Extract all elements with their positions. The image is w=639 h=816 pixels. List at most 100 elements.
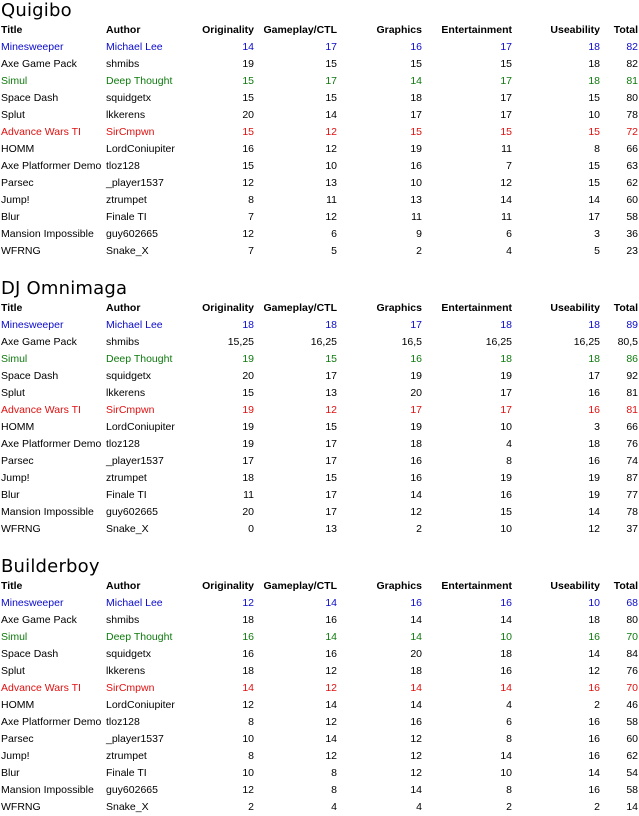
originality-cell: 12 [242,699,254,711]
title-cell: Jump! [1,472,30,484]
originality-cell: 20 [242,370,254,382]
author-cell: Michael Lee [106,41,163,53]
title-cell: Axe Game Pack [1,336,77,348]
gameplay-cell: 15 [325,353,337,365]
entertainment-cell: 12 [500,177,512,189]
title-cell: Jump! [1,750,30,762]
originality-cell: 12 [242,597,254,609]
total-cell: 14 [626,801,638,813]
total-cell: 87 [626,472,638,484]
column-header-originality: Originality [202,24,254,36]
originality-cell: 18 [242,614,254,626]
originality-cell: 14 [242,682,254,694]
title-cell: Simul [1,353,28,365]
useability-cell: 16 [588,733,600,745]
originality-cell: 15 [242,160,254,172]
entertainment-cell: 7 [506,160,512,172]
entertainment-cell: 17 [500,75,512,87]
total-cell: 77 [626,489,638,501]
title-cell: Mansion Impossible [1,228,94,240]
table-row: Parsec _player1537 12 13 10 12 15 62 [0,175,639,192]
useability-cell: 2 [594,699,600,711]
total-cell: 60 [626,733,638,745]
useability-cell: 18 [588,614,600,626]
total-cell: 58 [626,784,638,796]
title-cell: WFRNG [1,801,41,813]
author-cell: _player1537 [106,733,164,745]
graphics-cell: 16 [410,716,422,728]
gameplay-cell: 14 [325,699,337,711]
originality-cell: 18 [242,665,254,677]
title-cell: Parsec [1,455,34,467]
graphics-cell: 11 [411,211,422,223]
table-row: HOMM LordConiupiter 12 14 14 4 2 46 [0,697,639,714]
useability-cell: 5 [594,245,600,257]
author-cell: LordConiupiter [106,699,175,711]
title-cell: Parsec [1,733,34,745]
graphics-cell: 19 [410,370,422,382]
entertainment-cell: 14 [500,682,512,694]
title-cell: Advance Wars TI [1,126,81,138]
total-cell: 78 [626,109,638,121]
useability-cell: 18 [588,75,600,87]
table-row: Simul Deep Thought 15 17 14 17 18 81 [0,73,639,90]
entertainment-cell: 2 [506,801,512,813]
author-cell: Deep Thought [106,631,173,643]
gameplay-cell: 13 [325,523,337,535]
title-cell: Splut [1,665,25,677]
gameplay-cell: 13 [325,177,337,189]
column-header-originality: Originality [202,580,254,592]
useability-cell: 3 [594,228,600,240]
column-header-useability: Useability [550,580,600,592]
total-cell: 36 [626,228,638,240]
column-header-total: Total [613,580,638,592]
gameplay-cell: 12 [325,126,337,138]
graphics-cell: 17 [410,109,422,121]
table-row: Axe Game Pack shmibs 19 15 15 15 18 82 [0,56,639,73]
table-row: Minesweeper Michael Lee 12 14 16 16 10 68 [0,595,639,612]
graphics-cell: 14 [410,784,422,796]
column-header-total: Total [613,302,638,314]
gameplay-cell: 12 [325,665,337,677]
title-cell: Blur [1,767,20,779]
total-cell: 66 [626,421,638,433]
title-cell: Mansion Impossible [1,784,94,796]
total-cell: 58 [626,716,638,728]
originality-cell: 19 [242,353,254,365]
originality-cell: 16 [242,631,254,643]
total-cell: 60 [626,194,638,206]
entertainment-cell: 14 [500,194,512,206]
useability-cell: 15 [588,160,600,172]
table-row: Minesweeper Michael Lee 14 17 16 17 18 82 [0,39,639,56]
author-cell: Finale TI [106,489,147,501]
useability-cell: 10 [588,109,600,121]
useability-cell: 16 [588,716,600,728]
originality-cell: 15 [242,92,254,104]
author-cell: lkkerens [106,665,146,677]
total-cell: 72 [626,126,638,138]
gameplay-cell: 16 [325,648,337,660]
useability-cell: 8 [594,143,600,155]
originality-cell: 19 [242,421,254,433]
total-cell: 62 [626,177,638,189]
gameplay-cell: 17 [325,41,337,53]
table-row: Advance Wars TI SirCmpwn 19 12 17 17 16 81 [0,402,639,419]
gameplay-cell: 15 [325,472,337,484]
title-cell: HOMM [1,421,35,433]
useability-cell: 18 [588,438,600,450]
useability-cell: 3 [594,421,600,433]
title-cell: Space Dash [1,370,59,382]
total-cell: 81 [626,387,638,399]
author-cell: Finale TI [106,767,147,779]
table-row: Jump! ztrumpet 18 15 16 19 19 87 [0,470,639,487]
useability-cell: 19 [588,472,600,484]
total-cell: 84 [626,648,638,660]
gameplay-cell: 5 [331,245,337,257]
total-cell: 70 [626,682,638,694]
graphics-cell: 10 [410,177,422,189]
gameplay-cell: 12 [325,716,337,728]
entertainment-cell: 6 [506,228,512,240]
title-cell: Minesweeper [1,41,64,53]
table-row: Simul Deep Thought 16 14 14 10 16 70 [0,629,639,646]
graphics-cell: 16 [410,353,422,365]
